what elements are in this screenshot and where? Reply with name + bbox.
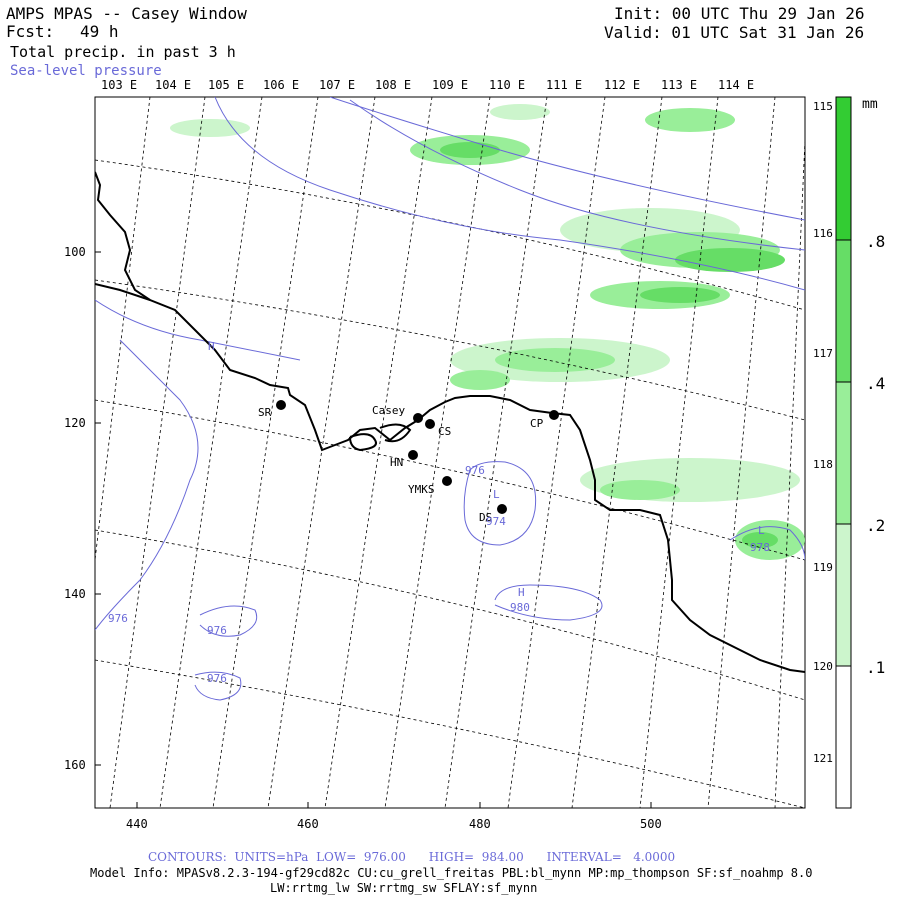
station-dot-casey [413, 413, 423, 423]
station-label-ds: DS [479, 511, 492, 524]
graticule [95, 97, 805, 808]
lon-label: 106 E [263, 78, 299, 92]
forecast-hours: 49 h [80, 22, 119, 41]
map-title: AMPS MPAS -- Casey Window [6, 4, 247, 23]
valid-time: Valid: 01 UTC Sat 31 Jan 26 [604, 23, 865, 42]
isobar-label: 976 [108, 612, 128, 625]
colorbar-tick: .1 [866, 658, 885, 677]
station-label-ymks: YMKS [408, 483, 435, 496]
init-time: Init: 00 UTC Thu 29 Jan 26 [614, 4, 865, 23]
coastline [95, 171, 805, 673]
lon-label: 108 E [375, 78, 411, 92]
colorbar-unit: mm [862, 97, 878, 112]
lon-label: 111 E [546, 78, 582, 92]
lon-label: 104 E [155, 78, 191, 92]
y-tick-label: 120 [64, 416, 86, 430]
x-tick-label: 460 [297, 817, 319, 831]
lon-label: 103 E [101, 78, 137, 92]
isobar-label: 978 [750, 541, 770, 554]
station-dot-hn [408, 450, 418, 460]
model-info-physics: LW:rrtmg_lw SW:rrtmg_sw SFLAY:sf_mynn [270, 881, 538, 895]
lon-label: 105 E [208, 78, 244, 92]
station-dot-cp [549, 410, 559, 420]
isobars [95, 97, 805, 701]
lon-label: 112 E [604, 78, 640, 92]
isobar-label: 976 [207, 624, 227, 637]
station-label-cp: CP [530, 417, 544, 430]
colorbar-tick: .4 [866, 374, 885, 393]
high-pressure-marker: H [518, 586, 525, 599]
lon-label: 114 E [718, 78, 754, 92]
station-label-cs: CS [438, 425, 451, 438]
y-tick-label: 140 [64, 587, 86, 601]
isobar-label: 974 [486, 515, 506, 528]
station-label-hn: HN [390, 456, 403, 469]
low-pressure-marker: L [758, 524, 765, 537]
station-label-sr: SR [258, 406, 272, 419]
station-dot-cs [425, 419, 435, 429]
lon-label: 110 E [489, 78, 525, 92]
station-markers [276, 400, 559, 514]
precip-shading [170, 104, 805, 560]
colorbar-tick: .2 [866, 516, 885, 535]
x-tick-label: 480 [469, 817, 491, 831]
contour-info: CONTOURS: UNITS=hPa LOW= 976.00 HIGH= 98… [148, 850, 676, 864]
forecast-label: Fcst: [6, 22, 55, 41]
lon-label: 113 E [661, 78, 697, 92]
lon-label: 109 E [432, 78, 468, 92]
station-dot-sr [276, 400, 286, 410]
y-tick-label: 100 [64, 245, 86, 259]
isobar-label: 976 [207, 672, 227, 685]
station-dot-ymks [442, 476, 452, 486]
isobar-label: 980 [510, 601, 530, 614]
field-name-slp: Sea-level pressure [10, 63, 162, 79]
low-pressure-marker: L [493, 488, 500, 501]
axis-ticks [95, 251, 652, 808]
colorbar [835, 96, 852, 809]
x-tick-label: 440 [126, 817, 148, 831]
lon-label: 107 E [319, 78, 355, 92]
x-tick-label: 500 [640, 817, 662, 831]
map-frame [94, 96, 806, 809]
station-label-casey: Casey [372, 404, 405, 417]
station-dot-ds [497, 504, 507, 514]
model-info: Model Info: MPASv8.2.3-194-gf29cd82c CU:… [90, 866, 813, 880]
colorbar-tick: .8 [866, 232, 885, 251]
high-pressure-marker: H [208, 340, 215, 353]
field-name-precip: Total precip. in past 3 h [10, 43, 236, 61]
y-tick-label: 160 [64, 758, 86, 772]
isobar-label: 976 [465, 464, 485, 477]
